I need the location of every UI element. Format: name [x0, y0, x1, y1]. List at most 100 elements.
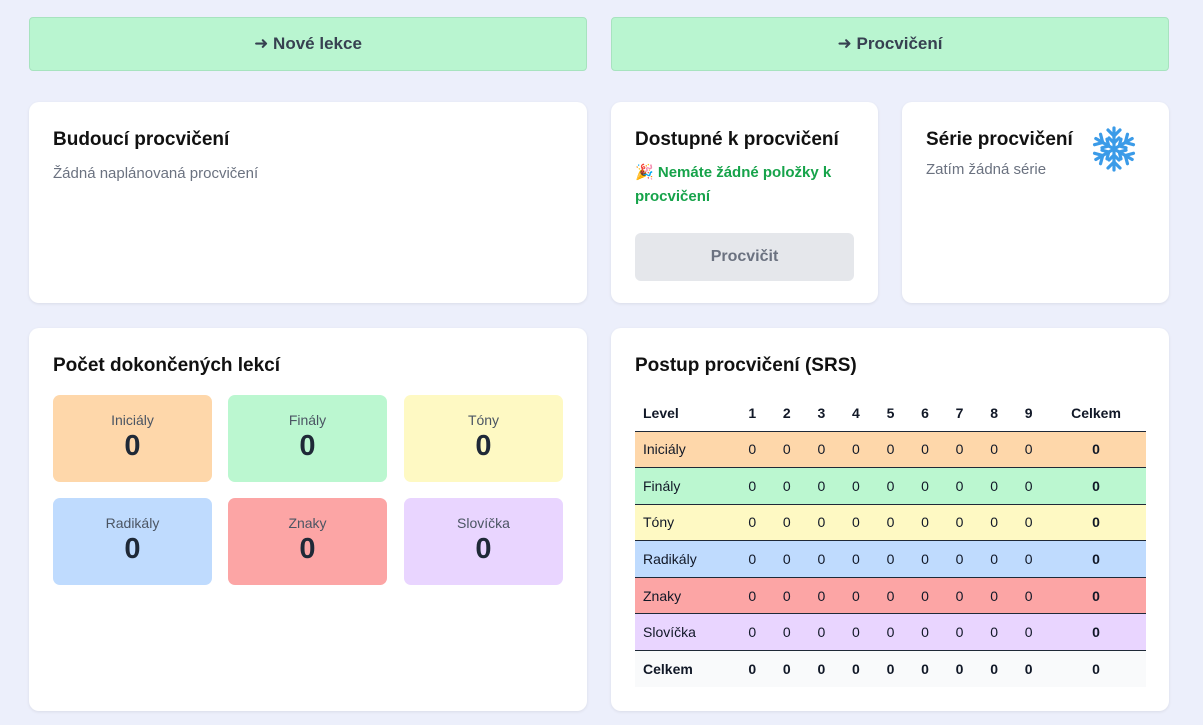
level-count: 0 [804, 503, 839, 541]
table-row: Tóny 0 0 0 0 0 0 0 0 0 0 [635, 503, 1146, 541]
level-count: 0 [804, 576, 839, 614]
srs-header-cell: 9 [1024, 404, 1033, 421]
level-count: 0 [907, 467, 943, 505]
tile-value: 0 [124, 430, 141, 462]
level-count: 0 [735, 540, 770, 578]
level-count: 0 [873, 613, 908, 651]
srs-table: Level 1 2 3 4 5 6 7 8 9 Celkem Iniciály 0 0 0 0 0 0 0 0 0 0 F… [635, 395, 1146, 688]
completed-title: Počet dokončených lekcí [53, 355, 281, 376]
table-row: Iniciály 0 0 0 0 0 0 0 0 0 0 [635, 430, 1146, 468]
table-row: Celkem 0 0 0 0 0 0 0 0 0 0 [635, 650, 1146, 688]
level-count: 0 [942, 540, 977, 578]
level-count: 0 [873, 503, 908, 541]
tile-label: Finály [288, 412, 327, 428]
level-count: 0 [907, 576, 943, 614]
row-total: 0 [1046, 576, 1146, 614]
row-total: 0 [1046, 503, 1146, 541]
row-total: 0 [1046, 430, 1146, 468]
row-label: Finály [635, 467, 735, 505]
srs-card: Postup procvičení (SRS) Level 1 2 3 4 5 6 7 8 9 Ce… [611, 328, 1169, 711]
srs-header-cell: 6 [921, 404, 929, 421]
level-count: 0 [942, 613, 977, 651]
srs-header-cell: 7 [955, 404, 964, 421]
review-button[interactable]: Procvičit [635, 233, 854, 281]
level-count: 0 [735, 467, 770, 505]
level-count: 0 [976, 613, 1012, 651]
level-count: 0 [907, 430, 943, 468]
level-count: 0 [976, 467, 1012, 505]
tile-label: Tóny [467, 412, 500, 428]
tile-label: Iniciály [111, 412, 154, 428]
lesson-count-tile: Znaky 0 [228, 498, 387, 585]
srs-header-cell: 3 [817, 404, 826, 421]
level-count: 0 [873, 540, 908, 578]
level-count: 0 [907, 650, 943, 688]
srs-header-cell: 8 [990, 404, 998, 421]
level-count: 0 [769, 576, 805, 614]
tile-value: 0 [475, 533, 492, 565]
tile-value: 0 [124, 533, 141, 565]
level-count: 0 [942, 650, 977, 688]
level-count: 0 [769, 467, 805, 505]
level-count: 0 [942, 503, 977, 541]
upcoming-title: Budoucí procvičení [53, 129, 230, 150]
level-count: 0 [1011, 430, 1046, 468]
completed-lessons-card: Počet dokončených lekcí Iniciály 0 Finály 0… [29, 328, 587, 711]
tile-label: Slovíčka [457, 515, 510, 531]
row-label: Tóny [635, 503, 735, 541]
level-count: 0 [838, 650, 874, 688]
level-count: 0 [735, 503, 770, 541]
level-count: 0 [838, 576, 874, 614]
level-count: 0 [838, 540, 874, 578]
available-card: Dostupné k procvičení 🎉 Nemáte žádné pol… [611, 102, 878, 303]
srs-header-cell: Level [643, 404, 679, 421]
level-count: 0 [735, 650, 770, 688]
level-count: 0 [942, 467, 977, 505]
level-count: 0 [873, 430, 908, 468]
row-total: 0 [1046, 650, 1146, 688]
level-count: 0 [1011, 503, 1046, 541]
party-icon: 🎉 [635, 164, 654, 181]
available-message: 🎉 Nemáte žádné položky k procvičení [635, 164, 832, 205]
level-count: 0 [942, 576, 977, 614]
srs-title: Postup procvičení (SRS) [635, 355, 857, 376]
level-count: 0 [907, 613, 943, 651]
level-count: 0 [804, 467, 839, 505]
level-count: 0 [769, 503, 805, 541]
level-count: 0 [804, 613, 839, 651]
table-row: Znaky 0 0 0 0 0 0 0 0 0 0 [635, 576, 1146, 614]
level-count: 0 [838, 503, 874, 541]
level-count: 0 [873, 650, 908, 688]
level-count: 0 [1011, 467, 1046, 505]
row-label: Slovíčka [635, 613, 735, 651]
row-label: Radikály [635, 540, 735, 578]
level-count: 0 [907, 540, 943, 578]
row-label: Iniciály [635, 430, 735, 468]
lesson-count-tile: Iniciály 0 [53, 395, 212, 482]
available-title: Dostupné k procvičení [635, 129, 839, 150]
lesson-count-tile: Radikály 0 [53, 498, 212, 585]
srs-header-cell: Celkem [1071, 404, 1121, 421]
streak-title: Série procvičení [926, 129, 1073, 150]
level-count: 0 [769, 650, 805, 688]
row-label: Znaky [635, 576, 735, 614]
level-count: 0 [976, 576, 1012, 614]
level-count: 0 [735, 576, 770, 614]
level-count: 0 [735, 430, 770, 468]
level-count: 0 [838, 430, 874, 468]
level-count: 0 [1011, 613, 1046, 651]
table-row: Finály 0 0 0 0 0 0 0 0 0 0 [635, 467, 1146, 505]
row-total: 0 [1046, 467, 1146, 505]
practice-button[interactable]: ➜ Procvičení [611, 17, 1169, 71]
row-total: 0 [1046, 540, 1146, 578]
level-count: 0 [769, 540, 805, 578]
level-count: 0 [976, 503, 1012, 541]
tile-value: 0 [299, 533, 316, 565]
level-count: 0 [804, 540, 839, 578]
level-count: 0 [838, 613, 874, 651]
new-lessons-button[interactable]: ➜ Nové lekce [29, 17, 587, 71]
lesson-count-tile: Slovíčka 0 [404, 498, 563, 585]
tile-value: 0 [475, 430, 492, 462]
row-total: 0 [1046, 613, 1146, 651]
level-count: 0 [942, 430, 977, 468]
